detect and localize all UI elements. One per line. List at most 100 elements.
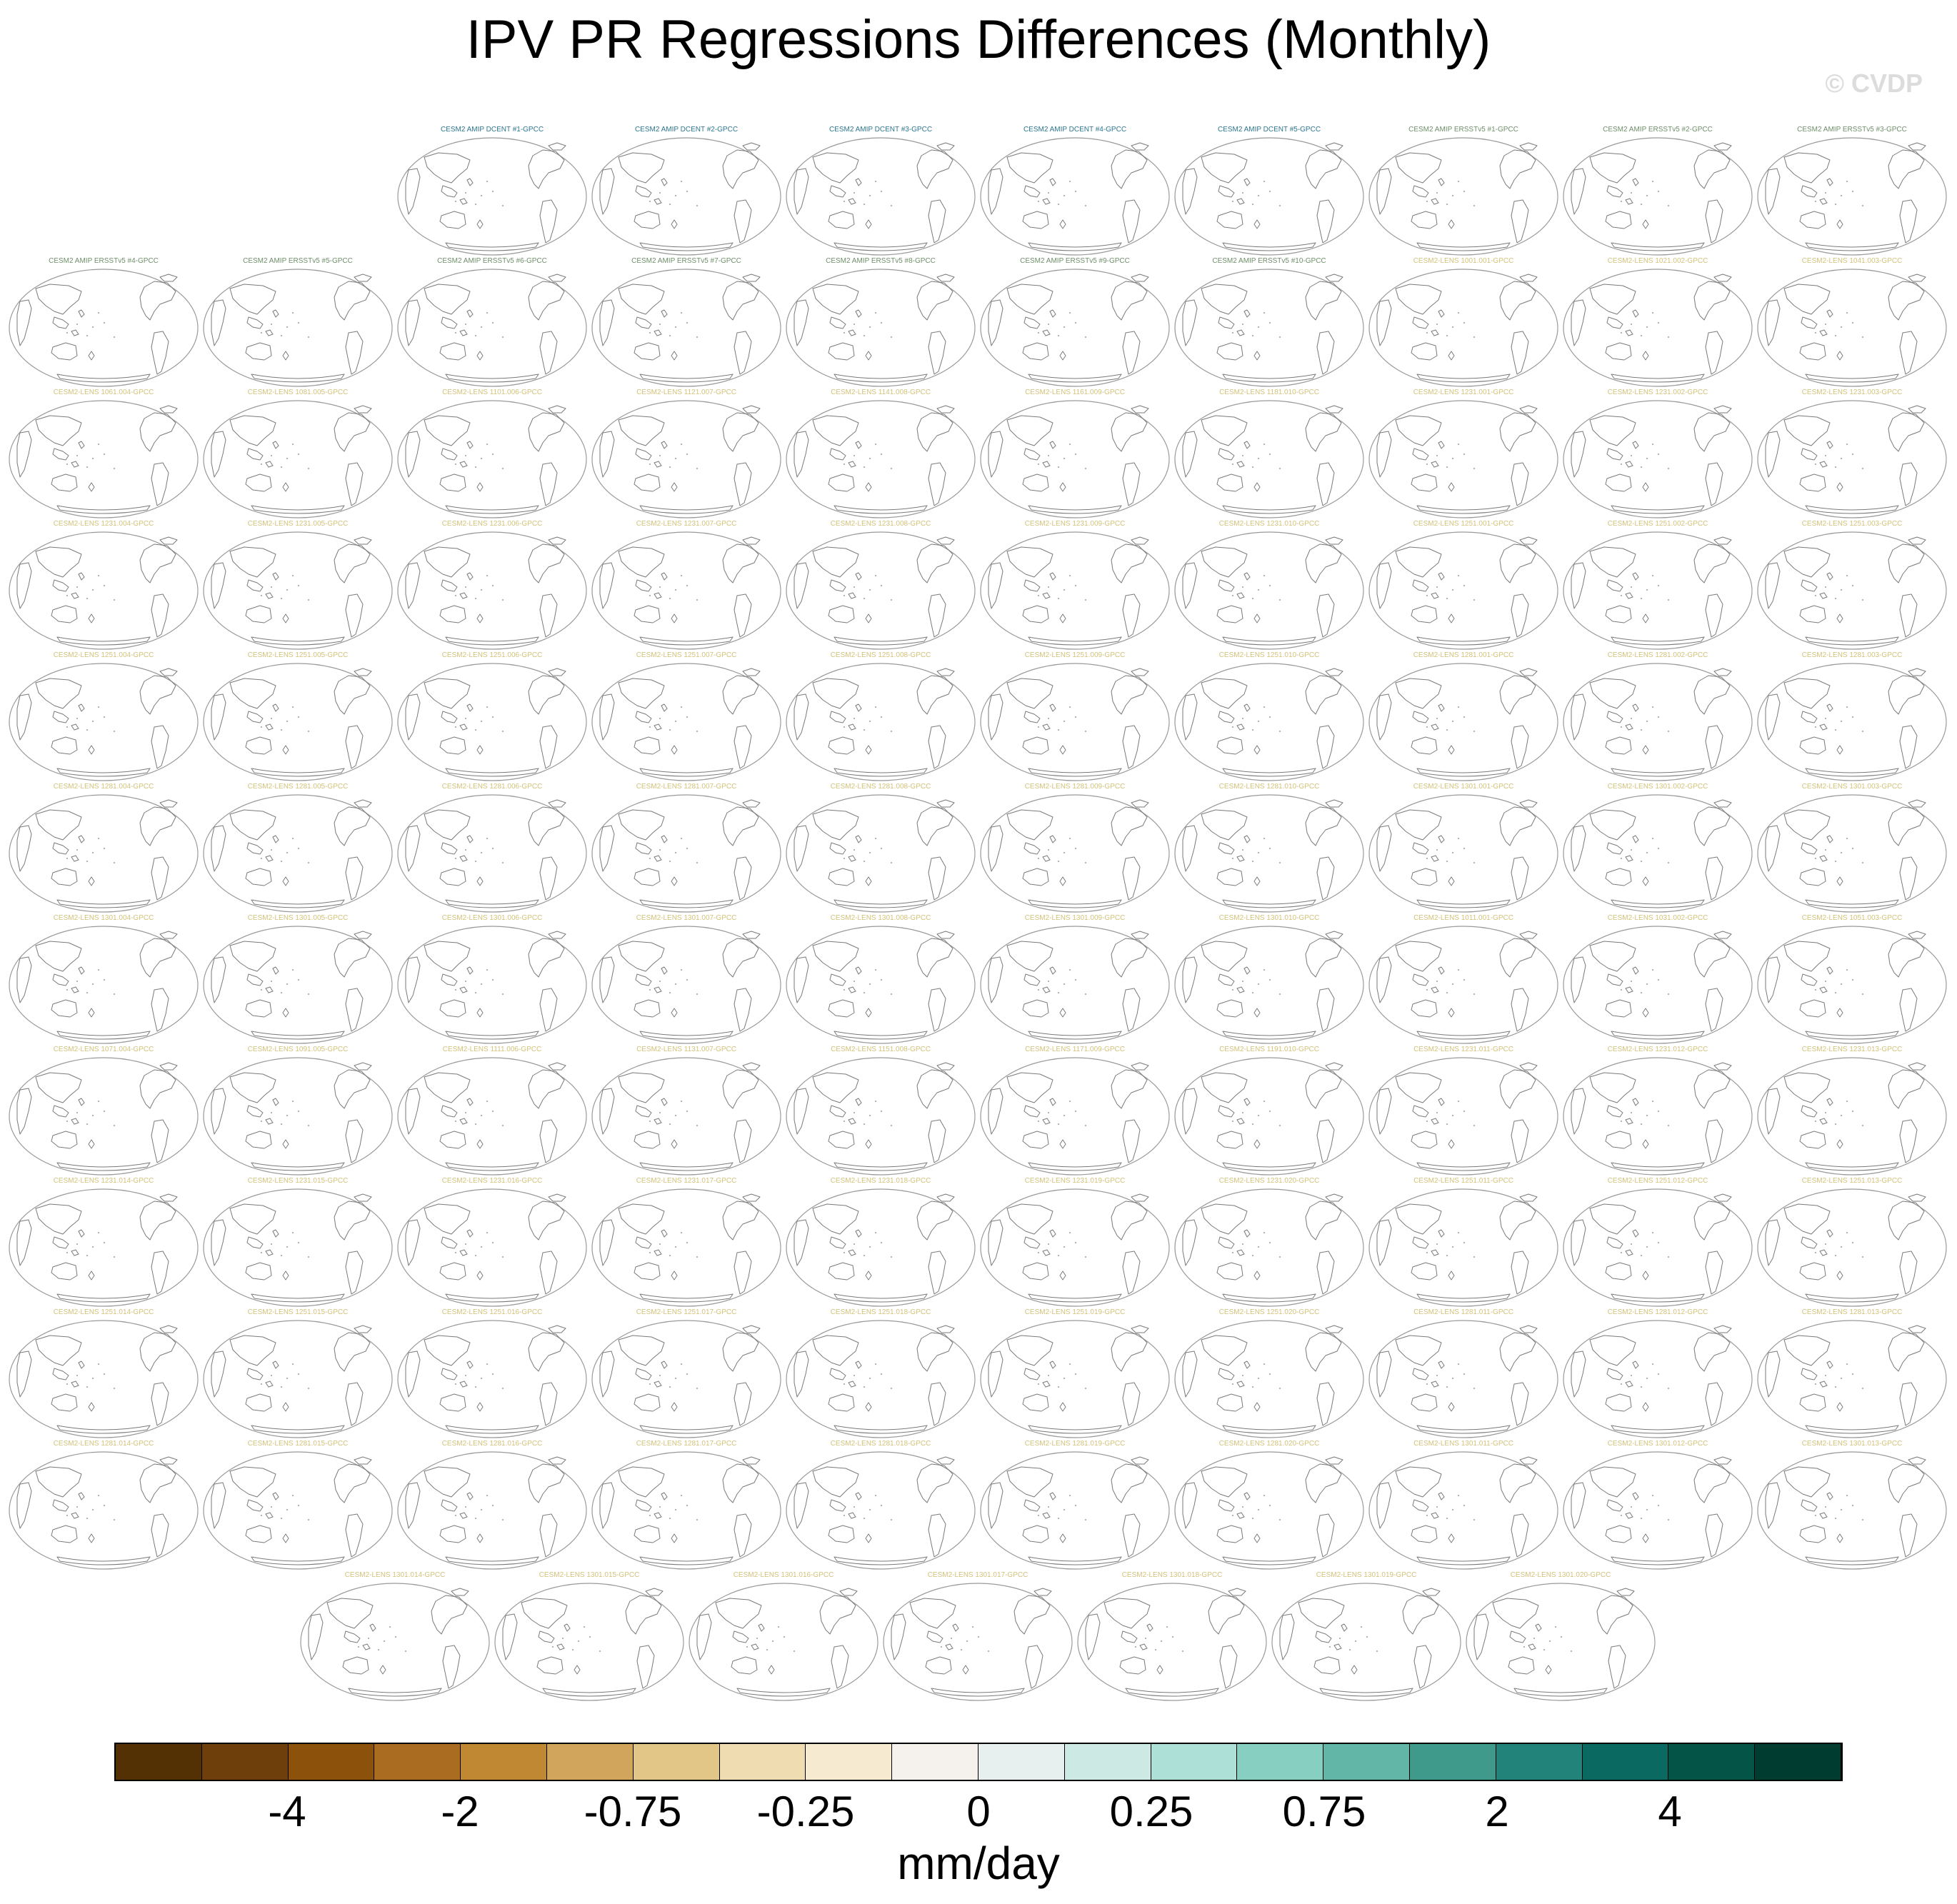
coastline <box>1605 868 1632 886</box>
coastline <box>936 274 955 282</box>
island <box>66 858 68 859</box>
island <box>286 983 288 985</box>
island <box>114 1519 115 1520</box>
map-panel: CESM2-LENS 1301.002-GPCC <box>1561 783 1754 914</box>
coastline <box>794 1088 809 1135</box>
coastline <box>1305 1332 1342 1372</box>
coastline <box>654 198 662 205</box>
coastline <box>334 1332 371 1372</box>
coastline <box>229 941 276 972</box>
coastline <box>1713 142 1732 151</box>
coastline <box>1416 374 1511 383</box>
island <box>686 585 688 586</box>
island <box>875 1232 876 1233</box>
map-panel-label: CESM2-LENS 1191.010-GPCC <box>1219 1046 1319 1053</box>
coastline <box>671 219 678 229</box>
coastline <box>1819 1512 1828 1519</box>
coastline <box>1632 441 1639 449</box>
island <box>1631 324 1632 325</box>
island <box>1452 589 1453 591</box>
island <box>891 993 892 995</box>
island <box>1085 1256 1086 1258</box>
island <box>1263 1495 1265 1496</box>
map-panel: CESM2 AMIP ERSSTv5 #5-GPCC <box>201 257 394 389</box>
globe-map <box>980 926 1170 1044</box>
coastline <box>1412 842 1429 855</box>
coastline <box>1376 1088 1392 1135</box>
globe-map <box>786 1451 976 1570</box>
map-boundary <box>1563 794 1753 913</box>
island <box>875 1363 876 1365</box>
coastline <box>1216 999 1243 1018</box>
coastline <box>945 1643 954 1650</box>
coastline <box>1783 941 1831 972</box>
coastline <box>812 152 859 184</box>
map-panel-label: CESM2-LENS 1251.012-GPCC <box>1607 1177 1708 1185</box>
coastline <box>1713 405 1732 414</box>
coastline <box>1448 1008 1455 1018</box>
coastline <box>466 178 474 186</box>
coastline <box>742 1062 761 1071</box>
coastline <box>151 856 169 901</box>
coastline <box>1156 1665 1163 1675</box>
island <box>1038 1515 1039 1516</box>
map-boundary <box>786 269 976 387</box>
island <box>869 589 871 591</box>
coastline <box>1222 1162 1316 1171</box>
island <box>669 335 671 336</box>
island <box>1631 586 1632 588</box>
coastline <box>78 1098 85 1106</box>
coastline <box>734 1251 752 1295</box>
map-panel-label: CESM2 AMIP ERSSTv5 #6-GPCC <box>437 257 547 265</box>
island <box>1232 332 1233 334</box>
island <box>1835 1123 1836 1125</box>
coastline <box>654 592 662 599</box>
map-panel-label: CESM2-LENS 1231.001-GPCC <box>1413 389 1514 396</box>
island <box>465 1112 466 1113</box>
coastline <box>834 505 928 514</box>
coastline <box>1805 1556 1899 1565</box>
map-panel: CESM2-LENS 1281.011-GPCC <box>1367 1308 1560 1440</box>
coastline <box>476 219 484 229</box>
coastline <box>88 1139 95 1149</box>
map-boundary <box>203 1057 393 1176</box>
island <box>1621 464 1622 465</box>
map-panel-label: CESM2-LENS 1021.002-GPCC <box>1607 257 1708 265</box>
coastline <box>1013 1595 1051 1635</box>
island <box>76 849 78 851</box>
coastline <box>348 1688 442 1697</box>
globe-map <box>397 1451 587 1570</box>
map-boundary <box>1368 137 1558 256</box>
island <box>1263 1363 1265 1365</box>
map-panel: CESM2-LENS 1251.014-GPCC <box>7 1308 200 1440</box>
coastline <box>1376 168 1392 215</box>
island <box>1815 464 1816 465</box>
island <box>1862 1388 1863 1389</box>
coastline <box>671 1008 678 1018</box>
island <box>261 332 262 334</box>
coastline <box>1499 675 1536 715</box>
island <box>1058 992 1059 993</box>
page-title: IPV PR Regressions Differences (Monthly) <box>466 9 1491 70</box>
coastline <box>1611 1425 1705 1434</box>
coastline <box>1325 405 1343 414</box>
coastline <box>639 242 734 251</box>
coastline <box>1216 211 1243 229</box>
coastline <box>1605 1262 1632 1281</box>
coastline <box>654 986 662 993</box>
coastline <box>139 281 176 321</box>
coastline <box>722 806 759 846</box>
island <box>481 1246 482 1248</box>
map-boundary <box>1174 1451 1364 1570</box>
island <box>1846 838 1848 839</box>
coastline <box>1411 999 1438 1018</box>
coastline <box>326 1598 374 1629</box>
island <box>1058 204 1059 205</box>
coastline <box>855 835 862 843</box>
coastline <box>1799 999 1826 1018</box>
globe-map <box>786 269 976 387</box>
island <box>455 464 456 465</box>
island <box>1631 455 1632 456</box>
globe-map <box>300 1583 490 1701</box>
coastline <box>211 1351 226 1398</box>
